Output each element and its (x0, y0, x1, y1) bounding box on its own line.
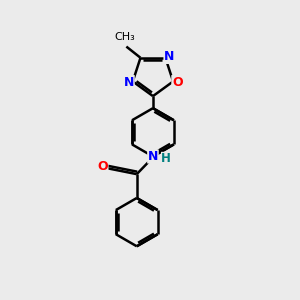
Text: O: O (172, 76, 182, 88)
Text: N: N (148, 150, 158, 163)
Text: N: N (164, 50, 174, 63)
Text: H: H (161, 152, 171, 165)
Text: O: O (97, 160, 108, 173)
Text: CH₃: CH₃ (114, 32, 135, 43)
Text: N: N (124, 76, 134, 88)
